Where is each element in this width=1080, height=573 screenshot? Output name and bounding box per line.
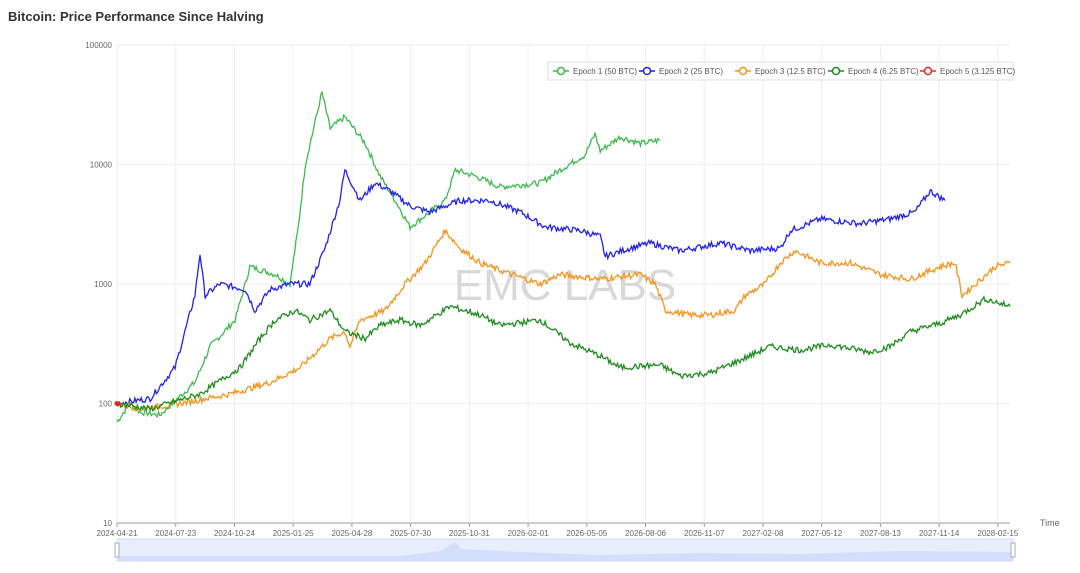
- series-line-epoch-3: [116, 228, 1011, 412]
- x-tick-label: 2025-07-30: [390, 529, 431, 538]
- x-tick-label: 2024-07-23: [155, 529, 196, 538]
- x-tick-label: 2027-05-12: [801, 529, 842, 538]
- x-tick-label: 2027-02-08: [743, 529, 784, 538]
- legend-label: Epoch 3 (12.5 BTC): [755, 67, 826, 76]
- x-tick-label: 2026-05-05: [566, 529, 607, 538]
- x-tick-label: 2026-08-06: [625, 529, 666, 538]
- legend-marker-icon: [642, 66, 652, 76]
- legend: Epoch 1 (50 BTC) Epoch 2 (25 BTC) Epoch 3 …: [547, 61, 1015, 81]
- series-lines: [114, 91, 1011, 423]
- x-axis-label: Time: [1040, 518, 1060, 528]
- series-point-epoch-5: [114, 401, 120, 406]
- series-line-epoch-2: [116, 168, 946, 407]
- x-tick-label: 2026-11-07: [684, 529, 725, 538]
- datazoom-slider[interactable]: [114, 538, 1016, 562]
- x-tick-label: 2027-11-14: [919, 529, 960, 538]
- y-tick-label: 100: [99, 400, 113, 409]
- legend-item-epoch-1[interactable]: Epoch 1 (50 BTC): [553, 66, 637, 76]
- legend-label: Epoch 1 (50 BTC): [573, 67, 637, 76]
- legend-item-epoch-5[interactable]: Epoch 5 (3.125 BTC): [920, 66, 1015, 76]
- x-tick-label: 2025-10-31: [449, 529, 490, 538]
- legend-label: Epoch 2 (25 BTC): [659, 67, 723, 76]
- legend-item-epoch-3[interactable]: Epoch 3 (12.5 BTC): [735, 66, 826, 76]
- y-tick-label: 1000: [94, 280, 112, 289]
- y-tick-label: 10: [103, 519, 112, 528]
- legend-marker-icon: [738, 66, 748, 76]
- legend-label: Epoch 4 (6.25 BTC): [848, 67, 919, 76]
- series-line-epoch-1: [116, 91, 661, 423]
- y-tick-label: 10000: [90, 161, 113, 170]
- datazoom-handle-right[interactable]: [1010, 542, 1016, 558]
- legend-marker-icon: [556, 66, 566, 76]
- y-tick-label: 100000: [85, 41, 112, 50]
- x-tick-label: 2027-08-13: [860, 529, 901, 538]
- legend-marker-icon: [923, 66, 933, 76]
- x-tick-label: 2028-02-15: [977, 529, 1018, 538]
- x-tick-label: 2025-01-25: [273, 529, 314, 538]
- legend-marker-icon: [831, 66, 841, 76]
- chart-title: Bitcoin: Price Performance Since Halving: [8, 9, 264, 24]
- x-tick-label: 2025-04-28: [331, 529, 372, 538]
- datazoom-preview: [117, 542, 1013, 561]
- legend-label: Epoch 5 (3.125 BTC): [940, 67, 1015, 76]
- y-axis: 10 100 1000 10000 100000: [85, 41, 112, 528]
- x-tick-label: 2026-02-01: [508, 529, 549, 538]
- x-tick-label: 2024-10-24: [214, 529, 255, 538]
- x-axis: 2024-04-21 2024-07-23 2024-10-24 2025-01-25…: [97, 523, 1019, 538]
- legend-item-epoch-2[interactable]: Epoch 2 (25 BTC): [639, 66, 723, 76]
- datazoom-handle-left[interactable]: [114, 542, 120, 558]
- series-line-epoch-4: [116, 295, 1011, 413]
- legend-item-epoch-4[interactable]: Epoch 4 (6.25 BTC): [828, 66, 919, 76]
- legend-box: [547, 61, 1014, 81]
- watermark: EMC LABS: [454, 261, 677, 310]
- x-tick-label: 2024-04-21: [97, 529, 138, 538]
